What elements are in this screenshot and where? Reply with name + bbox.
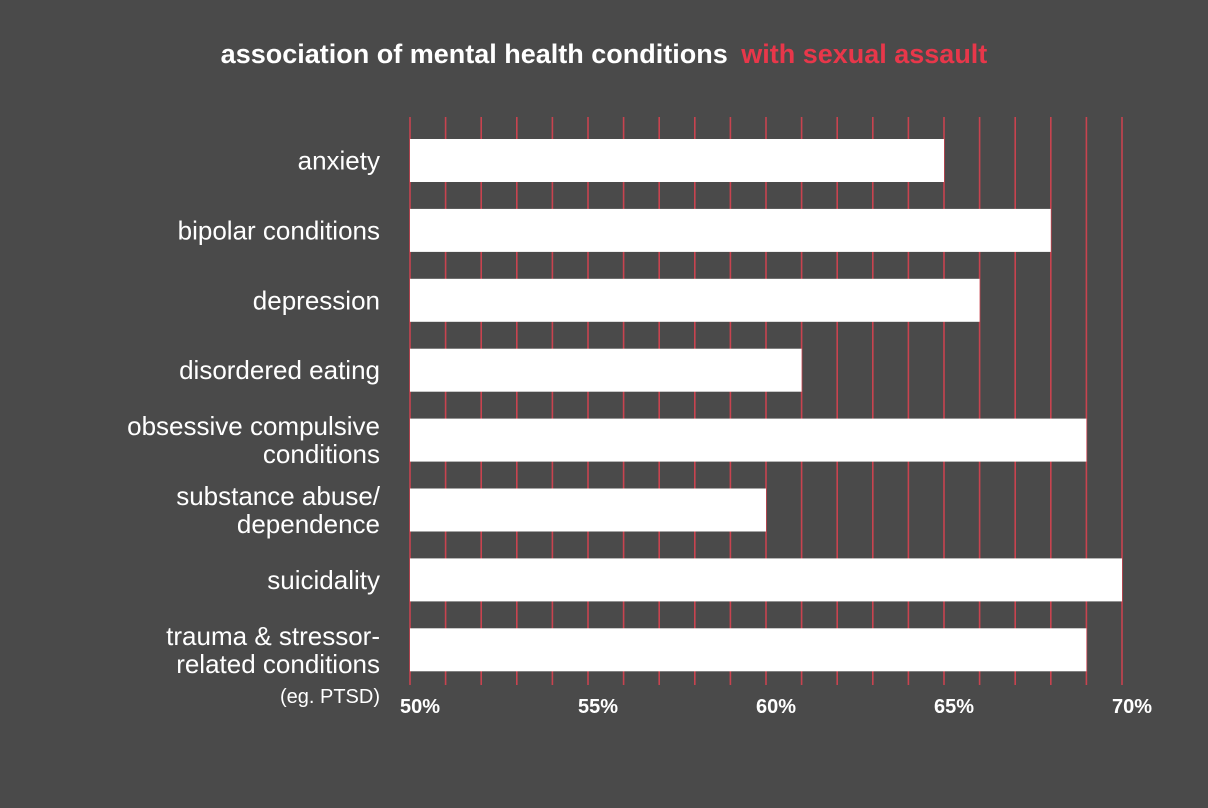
- chart-title: association of mental health conditions …: [221, 39, 988, 69]
- category-label: depression: [253, 285, 380, 315]
- category-label: substance abuse/: [176, 481, 381, 511]
- category-label: dependence: [237, 509, 380, 539]
- category-label: obsessive compulsive: [127, 411, 380, 441]
- x-tick-label: 65%: [934, 696, 974, 718]
- bar: [410, 488, 766, 532]
- x-tick-label: 70%: [1112, 696, 1152, 718]
- category-label: disordered eating: [179, 355, 380, 385]
- x-tick-label: 55%: [578, 696, 618, 718]
- bar: [410, 139, 944, 182]
- category-label: trauma & stressor-: [166, 621, 380, 651]
- bar: [410, 348, 802, 392]
- bars: [410, 139, 1122, 672]
- bar: [410, 278, 980, 322]
- category-label: bipolar conditions: [178, 215, 380, 245]
- bar: [410, 558, 1122, 602]
- x-tick-label: 50%: [400, 696, 440, 718]
- bar: [410, 628, 1087, 672]
- bar: [410, 418, 1087, 462]
- category-labels: anxiety bipolar conditions depression disor…: [127, 146, 381, 708]
- x-axis-tick-labels: 50% 55% 60% 65% 70%: [400, 696, 1152, 718]
- category-label: related conditions: [176, 649, 380, 679]
- chart-title-highlight: with sexual assault: [740, 39, 987, 69]
- x-tick-label: 60%: [756, 696, 796, 718]
- category-label: anxiety: [298, 146, 380, 176]
- category-label: conditions: [263, 439, 380, 469]
- category-note: (eg. PTSD): [280, 686, 380, 708]
- bar: [410, 208, 1051, 252]
- category-label: suicidality: [267, 565, 380, 595]
- chart-title-main: association of mental health conditions: [221, 39, 728, 69]
